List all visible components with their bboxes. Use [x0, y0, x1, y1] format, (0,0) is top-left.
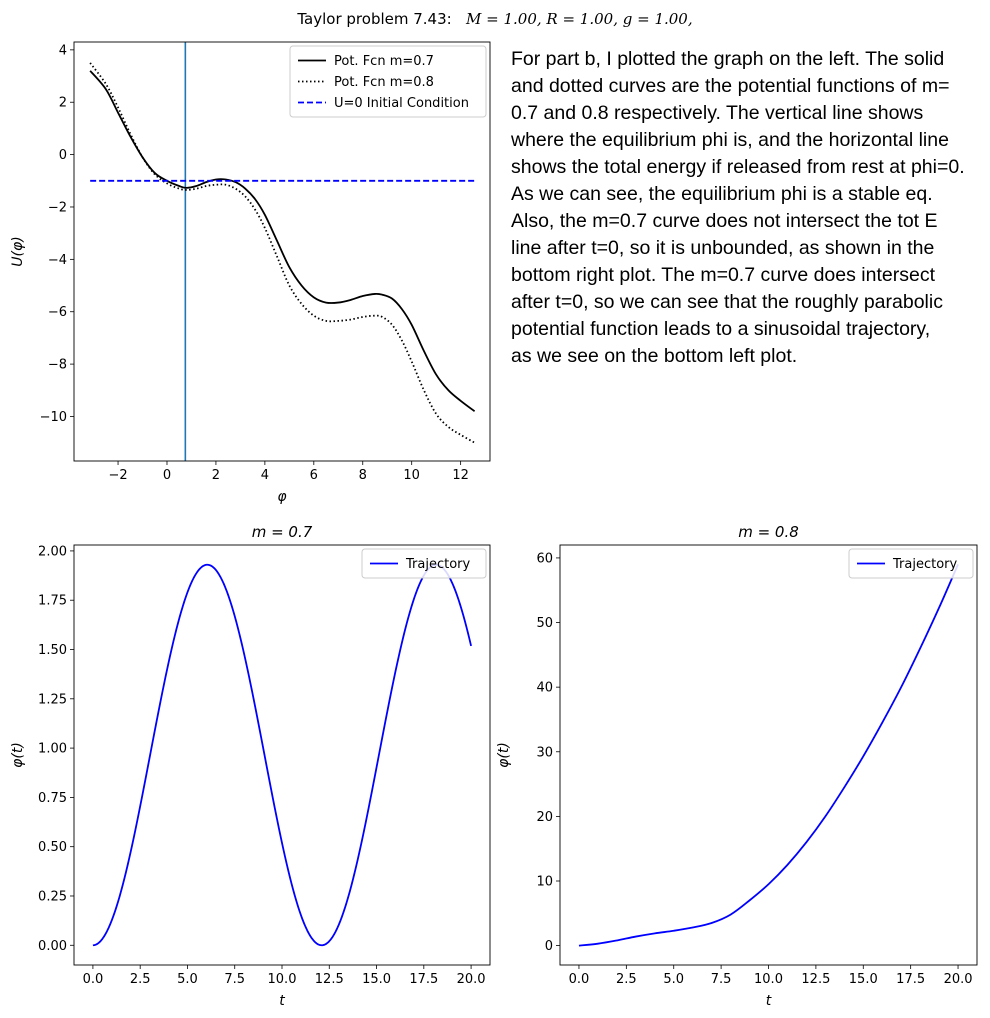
axes-frame [73, 41, 491, 462]
series-line [89, 70, 476, 412]
x-tick-label: 7.5 [224, 972, 245, 987]
x-tick-label: 2 [212, 468, 220, 483]
explanation-line: bottom right plot. The m=0.7 curve does … [511, 264, 935, 286]
legend-box [361, 548, 487, 579]
chart-title: m = 0.7 [252, 523, 313, 541]
explanation-line: after t=0, so we can see that the roughl… [511, 291, 943, 313]
y-tick-label: 30 [536, 745, 553, 760]
x-tick-label: 2.5 [130, 972, 151, 987]
y-tick-label: 0.75 [38, 791, 67, 806]
y-axis-label: φ(t) [10, 742, 26, 768]
axes-frame [559, 544, 978, 966]
explanation-line: shows the total energy if released from … [511, 156, 965, 178]
x-tick-label: 5.0 [663, 972, 684, 987]
x-axis-label: φ [277, 489, 287, 505]
y-tick-label: 0.50 [38, 840, 67, 855]
trajectory-chart-m07: 0.0 2.5 5.0 7.5 10.0 12.5 15.0 17.5 20.0 0.00 0.25… [10, 523, 491, 1009]
x-tick-label: 17.5 [409, 972, 438, 987]
legend-box [289, 45, 487, 118]
legend-label: U=0 Initial Condition [334, 96, 469, 111]
explanation-line: where the equilibrium phi is, and the ho… [511, 129, 949, 151]
y-tick-label: 1.25 [38, 692, 67, 707]
y-tick-label: 1.50 [38, 643, 67, 658]
x-axis-label: t [279, 993, 285, 1009]
legend: Pot. Fcn m=0.7 Pot. Fcn m=0.8 U=0 Initial … [289, 45, 487, 118]
y-tick-label: 10 [536, 875, 553, 890]
explanation-line: Also, the m=0.7 curve does not intersect… [511, 210, 938, 232]
x-tick-label: −2 [108, 468, 127, 483]
y-tick-label: 2 [59, 96, 67, 111]
y-tick-label: 50 [536, 616, 553, 631]
x-tick-label: 5.0 [177, 972, 198, 987]
legend: Trajectory [848, 548, 974, 579]
y-tick-label: −8 [48, 358, 67, 373]
legend-label: Pot. Fcn m=0.8 [334, 75, 434, 90]
y-tick-label: 40 [536, 681, 553, 696]
legend-label: Trajectory [405, 557, 470, 572]
x-tick-label: 17.5 [896, 972, 925, 987]
explanation-line: As we can see, the equilibrium phi is a … [511, 183, 933, 205]
x-tick-label: 20.0 [944, 972, 973, 987]
series-line [92, 563, 472, 947]
x-tick-label: 2.5 [616, 972, 637, 987]
x-tick-label: 15.0 [849, 972, 878, 987]
legend-label: Pot. Fcn m=0.7 [334, 54, 434, 69]
y-tick-label: −6 [48, 305, 67, 320]
explanation-line: line after t=0, so it is unbounded, as s… [511, 237, 935, 259]
x-tick-label: 0.0 [83, 972, 104, 987]
trajectory-chart-m08: 0.0 2.5 5.0 7.5 10.0 12.5 15.0 17.5 20.0 0 10 20 30 4… [496, 523, 978, 1009]
x-axis-label: t [766, 993, 772, 1009]
explanation-line: potential function leads to a sinusoidal… [511, 318, 931, 340]
x-tick-label: 15.0 [362, 972, 391, 987]
x-tick-label: 10.0 [268, 972, 297, 987]
y-axis-label: φ(t) [496, 742, 512, 768]
legend-box [848, 548, 974, 579]
y-axis-label: U(φ) [10, 236, 26, 266]
x-tick-label: 10.0 [754, 972, 783, 987]
y-tick-label: 0 [545, 939, 553, 954]
x-tick-label: 0 [163, 468, 171, 483]
explanation-line: and dotted curves are the potential func… [511, 75, 950, 97]
x-tick-label: 6 [310, 468, 318, 483]
chart-title: m = 0.8 [738, 523, 799, 541]
explanation-line: 0.7 and 0.8 respectively. The vertical l… [511, 102, 924, 124]
potential-chart: −2 0 2 4 6 8 10 12 4 2 0 −2 −4 −6 −8 −10 φ U(φ) Pot. Fcn m… [10, 41, 491, 505]
x-tick-label: 4 [261, 468, 269, 483]
x-tick-label: 10 [403, 468, 420, 483]
y-tick-label: 2.00 [38, 544, 67, 559]
explanation-line: For part b, I plotted the graph on the l… [511, 48, 945, 70]
y-tick-label: 1.00 [38, 742, 67, 757]
explanation-line: as we see on the bottom left plot. [511, 345, 798, 367]
y-tick-label: −10 [40, 410, 67, 425]
y-tick-label: 0.00 [38, 939, 67, 954]
axes-frame [73, 544, 491, 966]
plot-area [92, 563, 472, 947]
x-tick-label: 12.5 [315, 972, 344, 987]
figure-title: Taylor problem 7.43: M = 1.00, R = 1.00,… [0, 10, 990, 28]
legend: Trajectory [361, 548, 487, 579]
x-tick-label: 12 [452, 468, 469, 483]
series-line [578, 564, 959, 947]
y-tick-label: 60 [536, 551, 553, 566]
y-tick-label: −2 [48, 200, 67, 215]
figure-title-prefix: Taylor problem 7.43: [297, 10, 452, 28]
x-tick-label: 0.0 [569, 972, 590, 987]
y-tick-label: 20 [536, 810, 553, 825]
plot-area [578, 564, 959, 947]
y-tick-label: 0 [59, 148, 67, 163]
x-tick-label: 7.5 [711, 972, 732, 987]
y-tick-label: −4 [48, 253, 67, 268]
y-tick-label: 0.25 [38, 889, 67, 904]
x-tick-label: 8 [359, 468, 367, 483]
figure-title-params: M = 1.00, R = 1.00, g = 1.00, [466, 10, 693, 28]
x-tick-label: 20.0 [457, 972, 486, 987]
legend-label: Trajectory [892, 557, 957, 572]
plot-area [89, 42, 476, 461]
x-tick-label: 12.5 [801, 972, 830, 987]
y-tick-label: 4 [59, 43, 67, 58]
y-tick-label: 1.75 [38, 594, 67, 609]
explanation-text: For part b, I plotted the graph on the l… [511, 46, 989, 370]
